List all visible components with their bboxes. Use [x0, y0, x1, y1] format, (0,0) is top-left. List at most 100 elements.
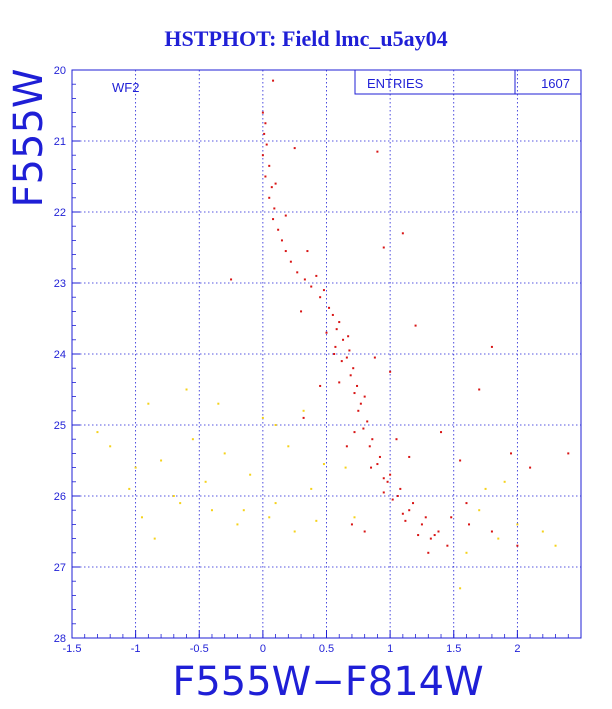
data-point: [389, 473, 392, 476]
y-axis-title: F555W: [6, 69, 52, 208]
data-point: [319, 296, 322, 299]
data-point: [261, 111, 264, 114]
data-point: [270, 186, 273, 189]
stats-box: ENTRIES 1607: [354, 69, 582, 95]
stats-box-frame: [354, 69, 582, 95]
data-point: [437, 530, 440, 533]
data-point: [191, 438, 194, 441]
data-point: [468, 523, 471, 526]
data-point: [382, 246, 385, 249]
data-point: [185, 388, 188, 391]
data-point: [268, 196, 271, 199]
x-tick-label: -1.5: [63, 643, 82, 655]
data-point: [277, 228, 280, 231]
data-point: [348, 349, 351, 352]
data-point: [490, 530, 493, 533]
data-point: [401, 512, 404, 515]
y-axis-ticks: 20 21 22 23 24 25 26 27 28: [54, 65, 80, 645]
data-point: [382, 491, 385, 494]
data-point: [274, 182, 277, 185]
data-point: [345, 445, 348, 448]
data-point: [223, 452, 226, 455]
data-point: [310, 487, 313, 490]
data-point: [322, 463, 325, 466]
data-point: [371, 438, 374, 441]
data-point: [179, 502, 182, 505]
data-point: [352, 367, 355, 370]
data-point: [263, 132, 266, 135]
data-point: [153, 537, 156, 540]
data-point: [96, 431, 99, 434]
data-point: [396, 495, 399, 497]
data-point: [140, 516, 143, 519]
data-point: [204, 480, 207, 483]
data-point: [516, 544, 519, 547]
data-point: [160, 459, 163, 462]
data-point: [289, 260, 292, 263]
data-point: [147, 402, 150, 405]
data-point: [274, 424, 277, 426]
data-point: [172, 495, 175, 497]
y-tick-label: 23: [54, 278, 66, 290]
data-point: [541, 530, 544, 533]
data-point: [310, 285, 313, 288]
data-point: [272, 218, 275, 221]
data-point: [353, 392, 356, 395]
data-point: [450, 516, 453, 519]
data-point: [284, 250, 287, 253]
chart-title: HSTPHOT: Field lmc_u5ay04: [164, 26, 447, 51]
data-point: [503, 480, 506, 483]
x-axis-ticks: -1.5 -1 -0.5 0 0.5 1 1.5 2: [63, 630, 582, 655]
data-point: [478, 509, 481, 512]
stats-label: ENTRIES: [367, 76, 424, 91]
data-point: [322, 289, 325, 292]
y-tick-label: 21: [54, 136, 66, 148]
y-tick-label: 25: [54, 420, 66, 432]
data-point: [217, 402, 220, 405]
y-tick-label: 28: [54, 633, 66, 645]
data-point: [401, 232, 404, 235]
data-point: [315, 519, 318, 522]
data-point: [303, 278, 306, 281]
data-point: [465, 551, 468, 554]
data-point: [338, 381, 341, 384]
data-point: [424, 516, 427, 519]
data-point: [386, 480, 389, 483]
data-point: [293, 147, 296, 150]
data-point: [134, 466, 137, 469]
data-point: [331, 313, 334, 316]
data-point: [280, 239, 283, 242]
data-point: [382, 477, 385, 480]
x-tick-label: 1.5: [446, 643, 461, 655]
data-point: [300, 310, 303, 313]
data-point: [399, 487, 402, 490]
panel-label: WF2: [112, 80, 139, 95]
data-point: [296, 271, 299, 274]
data-point: [230, 278, 233, 281]
data-point: [440, 431, 443, 434]
data-point: [242, 509, 245, 512]
y-tick-label: 27: [54, 562, 66, 574]
data-point: [362, 427, 365, 430]
data-point: [350, 523, 353, 526]
data-point: [264, 122, 267, 125]
data-point: [478, 388, 481, 391]
data-point: [128, 487, 131, 490]
data-point: [338, 321, 341, 324]
data-point: [391, 498, 394, 501]
data-point: [261, 154, 264, 157]
data-point: [268, 516, 271, 519]
data-point: [333, 353, 336, 355]
data-point: [417, 534, 420, 537]
data-point: [302, 416, 305, 419]
data-point: [529, 466, 532, 469]
data-point: [446, 544, 449, 547]
data-point: [433, 534, 436, 537]
data-point: [334, 345, 337, 348]
data-point: [249, 473, 252, 476]
data-point: [516, 523, 519, 526]
data-point: [465, 502, 468, 505]
x-axis-title: F555W−F814W: [172, 659, 483, 705]
data-point: [510, 452, 513, 455]
x-tick-label: 0.5: [319, 643, 334, 655]
